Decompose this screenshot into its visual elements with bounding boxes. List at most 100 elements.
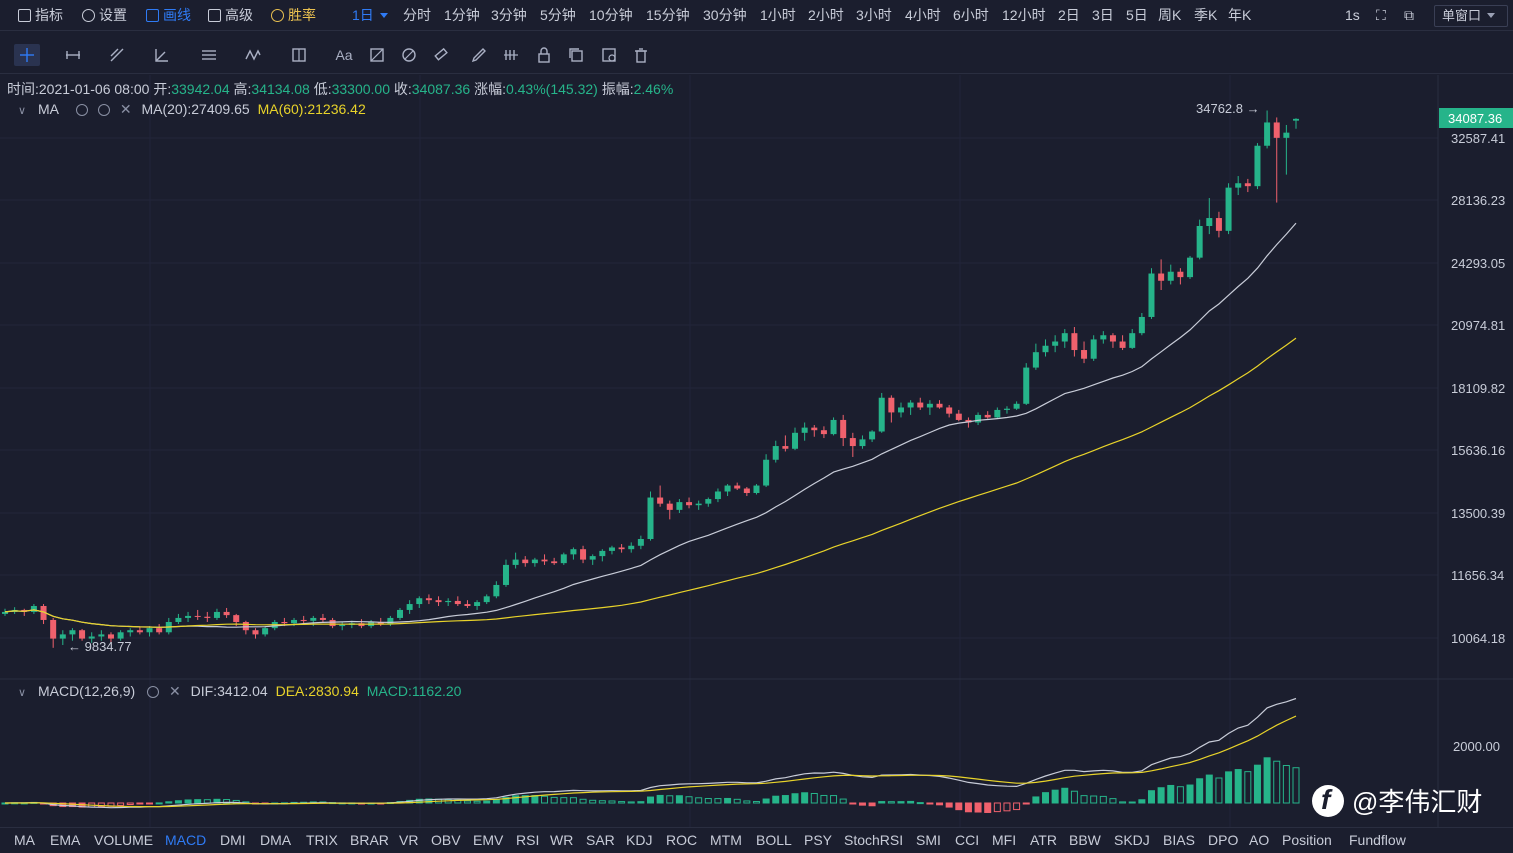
brush-icon[interactable] [466,44,492,66]
indicator-tab-dmi[interactable]: DMI [220,832,246,848]
indicator-tab-bias[interactable]: BIAS [1163,832,1195,848]
ruler-icon[interactable] [428,44,454,66]
indicator-tab-ema[interactable]: EMA [50,832,81,848]
indicator-tab-cci[interactable]: CCI [955,832,980,848]
candle-body [792,432,799,449]
indicator-tab-kdj[interactable]: KDJ [626,832,653,848]
settings-layout-icon[interactable] [596,44,622,66]
current-price-tag: 34087.36 [1439,108,1513,128]
indicator-tab-obv[interactable]: OBV [431,832,461,848]
gear-icon[interactable] [147,686,160,698]
indicator-tab-stochrsi[interactable]: StochRSI [844,832,904,848]
period-tab-label: 5日 [1126,7,1148,23]
period-tab-15[interactable]: 3日 [1092,0,1114,31]
period-tab-14[interactable]: 2日 [1058,0,1080,31]
period-tab-4[interactable]: 5分钟 [540,0,576,31]
advanced-button[interactable]: 高级 [208,0,253,31]
wave-icon[interactable] [240,44,266,66]
indicator-tab-skdj[interactable]: SKDJ [1114,832,1150,848]
period-tab-1[interactable]: 分时 [403,0,431,31]
horizontal-ray-icon[interactable] [60,44,86,66]
indicator-tab-dma[interactable]: DMA [260,832,292,848]
popout-icon[interactable]: ⧉ [1404,7,1414,23]
angle-icon[interactable] [148,44,174,66]
period-tab-5[interactable]: 10分钟 [589,0,633,31]
indicator-tab-trix[interactable]: TRIX [306,832,338,848]
price-tick-label: 32587.41 [1451,131,1505,146]
period-tab-16[interactable]: 5日 [1126,0,1148,31]
indicator-tab-mfi[interactable]: MFI [992,832,1017,848]
text-tool-icon[interactable]: Aa [331,44,357,66]
period-tab-13[interactable]: 12小时 [1002,0,1046,31]
lock-icon[interactable] [531,44,557,66]
indicator-tab-macd[interactable]: MACD [165,832,207,848]
eye-icon[interactable] [76,104,89,116]
period-tab-2[interactable]: 1分钟 [444,0,480,31]
indicator-tab-brar[interactable]: BRAR [350,832,389,848]
period-tab-19[interactable]: 年K [1228,0,1251,31]
collapse-icon[interactable]: ∨ [18,105,27,117]
indicator-tab-mtm[interactable]: MTM [710,832,742,848]
win-rate-button[interactable]: 胜率 [271,0,316,31]
indicator-tab-boll[interactable]: BOLL [756,832,792,848]
fullscreen-icon[interactable]: ⛶ [1376,7,1386,23]
close-icon[interactable]: ✕ [119,101,132,117]
refresh-interval[interactable]: 1s [1345,7,1360,23]
period-tab-8[interactable]: 1小时 [760,0,796,31]
indicator-tab-rsi[interactable]: RSI [516,832,540,848]
period-tab-11[interactable]: 4小时 [905,0,941,31]
close-icon[interactable]: ✕ [169,683,181,699]
frame-icon[interactable] [286,44,312,66]
candle-body [1264,122,1271,146]
briefcase-icon [208,9,221,22]
indicator-tab-fundflow[interactable]: Fundflow [1349,832,1406,848]
candle-body [897,407,904,413]
indicator-tab-vr[interactable]: VR [399,832,419,848]
indicator-tab-atr[interactable]: ATR [1030,832,1057,848]
measure-icon[interactable] [396,44,422,66]
gear-icon[interactable] [97,104,110,116]
window-mode-select[interactable]: 单窗口 [1434,5,1508,27]
indicator-tab-roc[interactable]: ROC [666,832,698,848]
indicator-tab-sar[interactable]: SAR [586,832,615,848]
indicator-button[interactable]: 指标 [18,0,63,31]
macd-bar [1292,767,1300,804]
period-tab-12[interactable]: 6小时 [953,0,989,31]
period-tab-9[interactable]: 2小时 [808,0,844,31]
period-tab-0[interactable]: 1日 [352,0,388,31]
indicator-tab-position[interactable]: Position [1282,832,1332,848]
macd-bar [165,801,173,804]
indicator-tab-volume[interactable]: VOLUME [94,832,154,848]
indicator-tab-smi[interactable]: SMI [916,832,941,848]
indicator-tab-bbw[interactable]: BBW [1069,832,1101,848]
indicator-tab-emv[interactable]: EMV [473,832,504,848]
period-tab-6[interactable]: 15分钟 [646,0,690,31]
period-tab-label: 3分钟 [491,7,527,23]
indicator-tab-wr[interactable]: WR [550,832,574,848]
collapse-icon[interactable]: ∨ [18,687,27,699]
period-tab-10[interactable]: 3小时 [856,0,892,31]
settings-button[interactable]: 设置 [82,0,127,31]
drawing-button[interactable]: 画线 [146,0,191,31]
crosshair-icon[interactable] [14,44,40,66]
copy-icon[interactable] [563,44,589,66]
pattern-icon[interactable] [498,44,524,66]
candle-body [782,446,789,449]
period-tab-3[interactable]: 3分钟 [491,0,527,31]
period-tab-7[interactable]: 30分钟 [703,0,747,31]
dea-value: DEA:2830.94 [275,683,359,699]
indicator-tab-dpo[interactable]: DPO [1208,832,1239,848]
indicator-tab-ao[interactable]: AO [1249,832,1270,848]
candle-body [117,632,124,639]
indicator-tab-psy[interactable]: PSY [804,832,833,848]
parallel-lines-icon[interactable] [196,44,222,66]
period-tab-18[interactable]: 季K [1194,0,1217,31]
trash-icon[interactable] [628,44,654,66]
candle-body [252,630,259,635]
period-tab-17[interactable]: 周K [1158,0,1181,31]
macd-bar [878,801,886,804]
trend-line-icon[interactable] [104,44,130,66]
indicator-tab-ma[interactable]: MA [14,832,35,848]
fib-icon[interactable] [364,44,390,66]
